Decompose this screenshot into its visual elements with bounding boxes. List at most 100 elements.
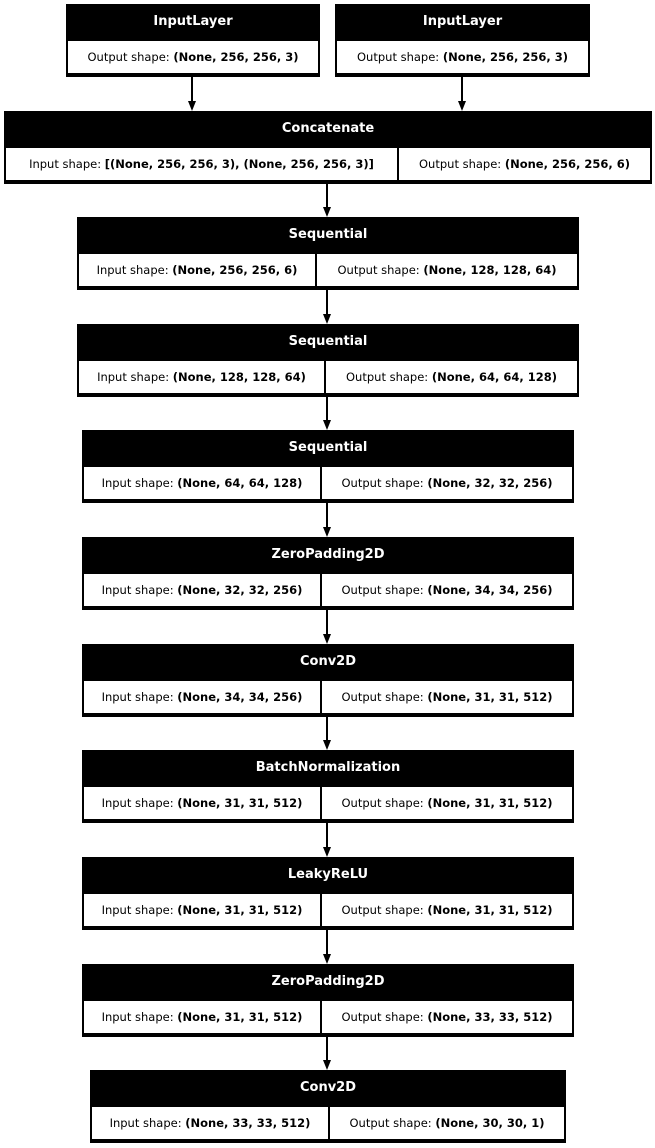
shape-row: Input shape: (None, 34, 34, 256) Output s… — [84, 681, 572, 713]
shape-row: Input shape: (None, 31, 31, 512) Output s… — [84, 1001, 572, 1033]
arrow-head-icon — [322, 740, 331, 750]
shape-row: Output shape: (None, 256, 256, 3) — [68, 41, 318, 73]
arrow-head-icon — [322, 527, 331, 537]
layer-title: Sequential — [288, 440, 368, 455]
layer-node-conv2d: Conv2D Input shape: (None, 34, 34, 256) Ou… — [82, 644, 574, 717]
layer-node-inputlayer: InputLayer Output shape: (None, 256, 256,… — [335, 4, 590, 77]
shape-value: (None, 31, 31, 512) — [427, 903, 553, 917]
layer-node-concatenate: Concatenate Input shape: [(None, 256, 256… — [4, 111, 652, 184]
shape-row: Input shape: (None, 31, 31, 512) Output s… — [84, 787, 572, 819]
layer-title: BatchNormalization — [255, 760, 401, 775]
arrow-head-icon — [457, 101, 466, 111]
edge-line — [326, 184, 328, 207]
arrow-head-icon — [322, 1060, 331, 1070]
output-shape: Output shape: (None, 31, 31, 512) — [322, 681, 572, 713]
layer-node-zeropadding2d: ZeroPadding2D Input shape: (None, 32, 32,… — [82, 537, 574, 610]
layer-title: ZeroPadding2D — [271, 547, 385, 562]
shape-value: (None, 33, 33, 512) — [427, 1010, 553, 1024]
shape-label: Output shape: — [341, 796, 428, 810]
shape-label: Input shape: — [96, 263, 173, 277]
layer-node-sequential: Sequential Input shape: (None, 256, 256, … — [77, 217, 579, 290]
layer-node-conv2d: Conv2D Input shape: (None, 33, 33, 512) Ou… — [90, 1070, 566, 1143]
edge-line — [326, 823, 328, 847]
output-shape: Output shape: (None, 256, 256, 3) — [68, 41, 318, 73]
arrow-head-icon — [322, 314, 331, 324]
output-shape: Output shape: (None, 128, 128, 64) — [317, 254, 577, 286]
input-shape: Input shape: (None, 34, 34, 256) — [84, 681, 320, 713]
layer-node-sequential: Sequential Input shape: (None, 64, 64, 12… — [82, 430, 574, 503]
shape-label: Output shape: — [349, 1116, 436, 1130]
shape-label: Input shape: — [109, 1116, 186, 1130]
shape-value: (None, 64, 64, 128) — [431, 370, 557, 384]
output-shape: Output shape: (None, 30, 30, 1) — [330, 1107, 564, 1139]
shape-value: (None, 256, 256, 3) — [442, 50, 568, 64]
input-shape: Input shape: (None, 31, 31, 512) — [84, 787, 320, 819]
input-shape: Input shape: (None, 31, 31, 512) — [84, 1001, 320, 1033]
shape-row: Input shape: (None, 31, 31, 512) Output s… — [84, 894, 572, 926]
shape-label: Output shape: — [419, 157, 505, 171]
edge-line — [326, 610, 328, 634]
shape-label: Output shape: — [87, 50, 174, 64]
edge-line — [326, 930, 328, 954]
shape-value: (None, 31, 31, 512) — [427, 796, 553, 810]
shape-row: Input shape: (None, 128, 128, 64) Output … — [79, 361, 577, 393]
shape-label: Output shape: — [341, 583, 428, 597]
input-shape: Input shape: (None, 64, 64, 128) — [84, 467, 320, 499]
output-shape: Output shape: (None, 34, 34, 256) — [322, 574, 572, 606]
shape-value: (None, 256, 256, 6) — [172, 263, 298, 277]
shape-value: (None, 33, 33, 512) — [185, 1116, 311, 1130]
shape-label: Output shape: — [341, 903, 428, 917]
layer-node-leakyrelu: LeakyReLU Input shape: (None, 31, 31, 512… — [82, 857, 574, 930]
arrow-head-icon — [322, 207, 331, 217]
shape-label: Output shape: — [341, 476, 428, 490]
shape-value: (None, 64, 64, 128) — [177, 476, 303, 490]
shape-row: Input shape: (None, 32, 32, 256) Output s… — [84, 574, 572, 606]
shape-label: Input shape: — [101, 1010, 178, 1024]
input-shape: Input shape: (None, 32, 32, 256) — [84, 574, 320, 606]
layer-title: InputLayer — [153, 14, 233, 29]
edge-line — [326, 397, 328, 420]
edge-line — [191, 77, 193, 101]
shape-value: (None, 31, 31, 512) — [177, 1010, 303, 1024]
shape-value: (None, 32, 32, 256) — [177, 583, 303, 597]
layer-title: Sequential — [288, 227, 368, 242]
shape-label: Input shape: — [101, 476, 178, 490]
shape-row: Input shape: (None, 64, 64, 128) Output s… — [84, 467, 572, 499]
shape-row: Output shape: (None, 256, 256, 3) — [337, 41, 588, 73]
arrow-head-icon — [322, 634, 331, 644]
arrow-head-icon — [322, 954, 331, 964]
arrow-head-icon — [322, 420, 331, 430]
shape-value: (None, 31, 31, 512) — [177, 796, 303, 810]
layer-title: Conv2D — [299, 654, 357, 669]
layer-title: ZeroPadding2D — [271, 974, 385, 989]
shape-label: Output shape: — [357, 50, 443, 64]
shape-label: Output shape: — [341, 1010, 428, 1024]
layer-node-zeropadding2d: ZeroPadding2D Input shape: (None, 31, 31,… — [82, 964, 574, 1037]
output-shape: Output shape: (None, 33, 33, 512) — [322, 1001, 572, 1033]
shape-label: Input shape: — [101, 690, 178, 704]
shape-label: Input shape: — [29, 157, 105, 171]
layer-node-batchnormalization: BatchNormalization Input shape: (None, 31… — [82, 750, 574, 823]
layer-title: Sequential — [288, 334, 368, 349]
input-shape: Input shape: (None, 256, 256, 6) — [79, 254, 315, 286]
layer-node-sequential: Sequential Input shape: (None, 128, 128, … — [77, 324, 579, 397]
input-shape: Input shape: [(None, 256, 256, 3), (None… — [6, 148, 397, 180]
edge-line — [326, 503, 328, 527]
edge-line — [326, 290, 328, 314]
shape-value: (None, 128, 128, 64) — [423, 263, 557, 277]
shape-value: (None, 31, 31, 512) — [427, 690, 553, 704]
shape-value: (None, 256, 256, 6) — [504, 157, 630, 171]
shape-label: Input shape: — [101, 583, 178, 597]
shape-value: (None, 31, 31, 512) — [177, 903, 303, 917]
edge-line — [461, 77, 463, 101]
shape-label: Input shape: — [97, 370, 173, 384]
shape-value: (None, 32, 32, 256) — [427, 476, 553, 490]
output-shape: Output shape: (None, 31, 31, 512) — [322, 894, 572, 926]
shape-label: Output shape: — [341, 690, 428, 704]
output-shape: Output shape: (None, 256, 256, 6) — [399, 148, 650, 180]
shape-row: Input shape: (None, 33, 33, 512) Output s… — [92, 1107, 564, 1139]
shape-value: (None, 128, 128, 64) — [172, 370, 306, 384]
input-shape: Input shape: (None, 31, 31, 512) — [84, 894, 320, 926]
shape-value: (None, 256, 256, 3) — [173, 50, 299, 64]
edge-line — [326, 1037, 328, 1060]
